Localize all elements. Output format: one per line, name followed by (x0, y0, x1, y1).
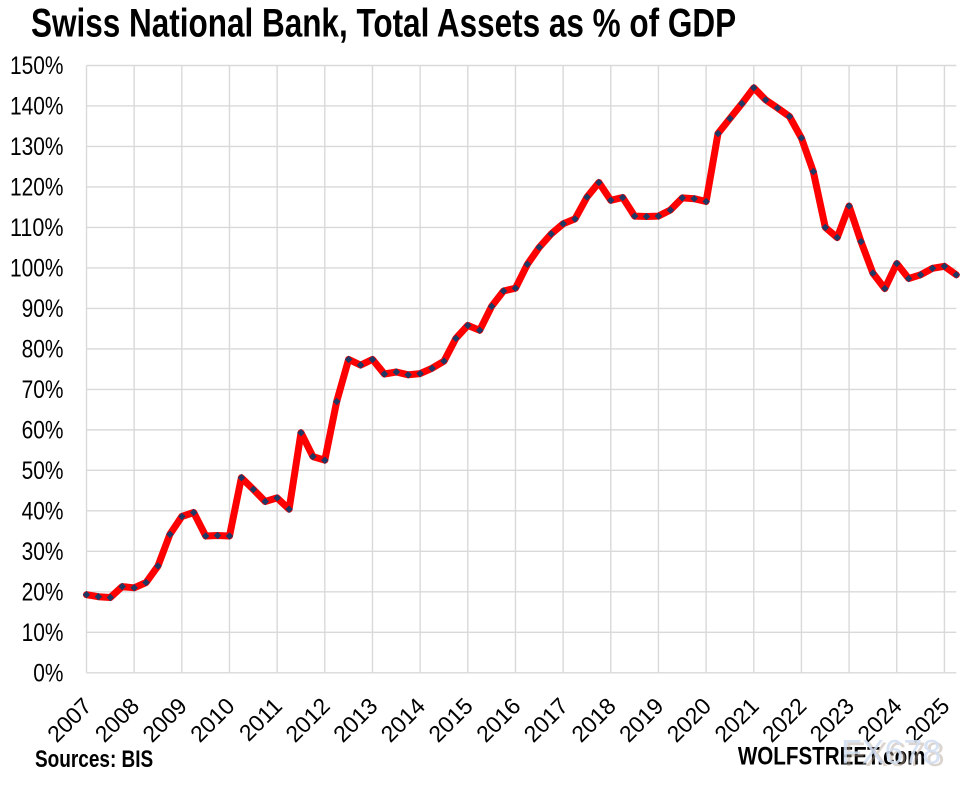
svg-text:30%: 30% (22, 538, 64, 566)
svg-text:80%: 80% (22, 336, 64, 364)
svg-text:0%: 0% (33, 660, 63, 688)
svg-text:110%: 110% (10, 214, 64, 242)
svg-text:10%: 10% (22, 619, 64, 647)
svg-text:40%: 40% (22, 498, 64, 526)
svg-text:120%: 120% (10, 174, 64, 202)
svg-text:50%: 50% (22, 457, 64, 485)
svg-text:Sources: BIS: Sources: BIS (35, 745, 153, 773)
svg-text:20%: 20% (22, 579, 64, 607)
svg-text:60%: 60% (22, 417, 64, 445)
svg-text:FX678: FX678 (845, 736, 945, 774)
svg-text:90%: 90% (22, 295, 64, 323)
svg-text:70%: 70% (22, 376, 64, 404)
svg-text:WOLFSTREET.com: WOLFSTREET.com (738, 742, 926, 770)
svg-text:Swiss National Bank, Total Ass: Swiss National Bank, Total Assets as % o… (31, 1, 736, 45)
svg-text:100%: 100% (10, 255, 64, 283)
svg-text:150%: 150% (10, 52, 64, 80)
svg-text:140%: 140% (10, 93, 64, 121)
svg-text:FX678: FX678 (841, 734, 941, 772)
svg-text:130%: 130% (10, 133, 64, 161)
